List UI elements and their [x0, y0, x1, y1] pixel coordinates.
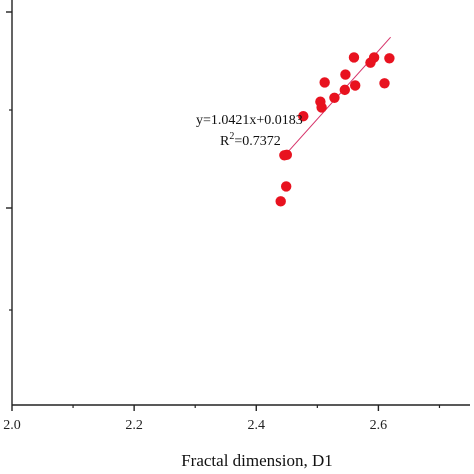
data-point [379, 78, 390, 89]
x-tick-labels: 2.0 2.2 2.4 2.6 [3, 418, 387, 433]
data-points [275, 52, 395, 207]
data-point [339, 84, 351, 96]
x-tick-label: 2.6 [370, 418, 388, 433]
data-point [281, 149, 292, 161]
y-ticks [6, 11, 12, 311]
data-point [348, 52, 360, 63]
data-point [280, 181, 292, 192]
x-ticks [11, 405, 441, 411]
data-point [384, 53, 395, 64]
data-point [275, 196, 286, 207]
data-point [319, 77, 330, 88]
r-squared-value: =0.7372 [234, 134, 280, 149]
x-axis-title: Fractal dimension, D1 [181, 451, 333, 470]
data-point [349, 80, 361, 91]
data-point [340, 69, 351, 80]
r-squared-label: R2=0.7372 [220, 131, 281, 149]
x-tick-label: 2.4 [248, 418, 266, 433]
data-point [316, 102, 327, 113]
fit-equation: y=1.0421x+0.0183 [196, 113, 303, 128]
axes [11, 0, 470, 406]
r-squared-superscript: 2 [229, 131, 234, 142]
x-tick-label: 2.2 [125, 418, 143, 433]
r-squared-prefix: R [220, 134, 230, 149]
data-point [298, 111, 309, 122]
x-tick-label: 2.0 [3, 418, 21, 433]
data-point [329, 92, 340, 103]
data-point [368, 52, 380, 63]
